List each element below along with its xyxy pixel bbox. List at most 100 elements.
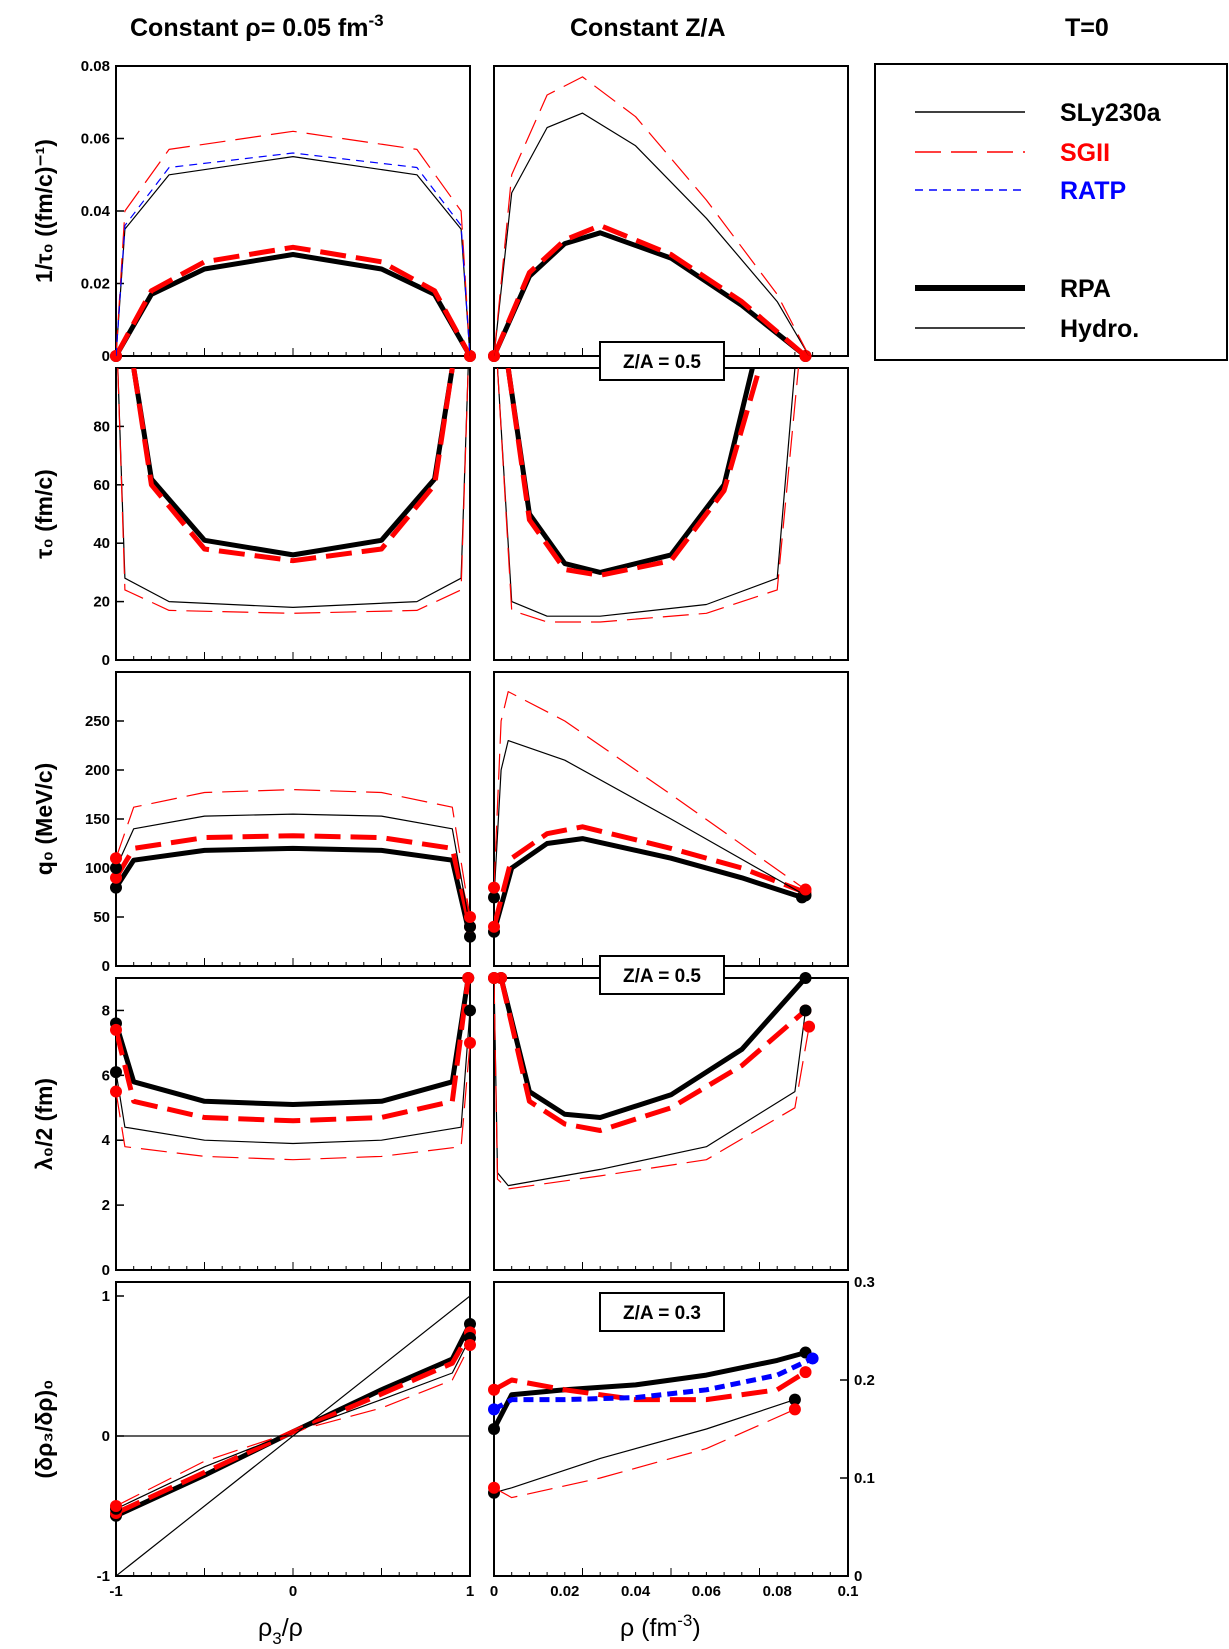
series-line-sly230a-hydro <box>116 1337 470 1510</box>
legend: SLy230a SGII RATP RPA Hydro. <box>874 63 1228 361</box>
series-line-sgii-hydro <box>116 1344 470 1507</box>
series-line-sgii-hydro <box>116 130 470 356</box>
panel-frame <box>493 65 849 357</box>
endpoint-marker <box>464 1318 476 1330</box>
x-tick-label: 0.1 <box>838 1583 859 1600</box>
panel-frame <box>115 977 471 1271</box>
endpoint-marker <box>488 1403 500 1416</box>
y-tick-label: 100 <box>85 860 110 877</box>
series-line-sly230a-hydro <box>116 1010 470 1145</box>
series-line-sly230a-hydro <box>117 368 469 608</box>
endpoint-marker <box>110 881 122 894</box>
y-tick-label: 250 <box>85 713 110 730</box>
annotation-box <box>599 955 725 995</box>
x-tick-label: 0 <box>289 1583 297 1600</box>
legend-label: SGII <box>1060 139 1110 167</box>
series-line-sgii-rpa <box>505 368 762 578</box>
series-line-sly230a-rpa <box>494 230 808 356</box>
annotation-row1: Z/A = 0.5 <box>599 341 725 381</box>
endpoint-marker <box>488 972 500 984</box>
endpoint-marker <box>110 1500 122 1512</box>
series-line-ratp-rpa <box>494 1356 814 1412</box>
panel-frame <box>115 671 471 967</box>
endpoint-marker <box>488 891 500 904</box>
legend-entry-hydro: Hydro. <box>915 315 1139 343</box>
y-tick-label: 80 <box>93 418 110 435</box>
endpoint-marker <box>110 862 122 874</box>
y-tick-label: 4 <box>102 1132 111 1149</box>
title-middle: Constant Z/A <box>570 14 726 42</box>
panel-frame <box>493 977 849 1271</box>
y-axis-label: λ₀/2 (fm) <box>31 1078 57 1170</box>
endpoint-marker <box>464 1004 476 1017</box>
y-tick-label: 20 <box>93 594 110 611</box>
endpoint-marker <box>464 1036 476 1049</box>
series-line-sgii-hydro <box>494 691 806 891</box>
panel-row2-right <box>488 671 849 967</box>
title-right: T=0 <box>1065 14 1109 42</box>
annotation-text: Z/A = 0.3 <box>623 1303 701 1324</box>
legend-label: SLy230a <box>1060 99 1162 127</box>
series-line-sgii-hydro <box>494 76 810 356</box>
series-line-sgii-rpa <box>116 978 470 1124</box>
x-axis-label-left: ρ3/ρ <box>258 1614 303 1648</box>
endpoint-marker <box>788 1403 801 1416</box>
series-line-sgii-rpa <box>116 244 470 356</box>
endpoint-marker <box>806 1352 819 1365</box>
y-axis-label: (δρ₃/δρ)₀ <box>31 1379 57 1478</box>
y-tick-label: 0 <box>102 958 110 975</box>
series-line-sgii-hydro <box>117 368 469 614</box>
series-line-sly230a-rpa <box>498 978 808 1120</box>
endpoint-marker <box>799 350 812 362</box>
endpoint-marker <box>799 883 812 896</box>
annotation-text: Z/A = 0.5 <box>623 966 701 987</box>
series-line-sgii-hydro <box>496 368 799 623</box>
y-axis-label: q₀ (MeV/c) <box>31 763 57 876</box>
series-line-sly230a-rpa <box>116 845 470 938</box>
y-tick-label-right: 0.1 <box>854 1470 875 1487</box>
panels: 00.020.040.060.081/τ₀ ((fm/c)⁻¹)02040608… <box>31 58 875 1600</box>
endpoint-marker <box>110 1023 122 1036</box>
y-tick-label: 0.08 <box>81 58 110 75</box>
x-tick-label: 0.06 <box>692 1583 721 1600</box>
series-line-sgii-rpa <box>498 978 808 1133</box>
y-tick-label: 60 <box>93 477 110 494</box>
panel-row4-left: -1 0 1 (δρ₃/δρ)₀ -1 0 1 <box>31 1281 476 1600</box>
title-left: Constant ρ= 0.05 fm-3 <box>130 11 384 42</box>
endpoint-marker <box>799 1004 812 1017</box>
legend-label: RATP <box>1060 177 1126 205</box>
endpoint-marker <box>788 1393 801 1406</box>
y-tick-label: 0 <box>102 348 110 365</box>
y-tick-label: 0 <box>102 1262 110 1279</box>
series-line-sly230a-rpa <box>116 978 470 1107</box>
series-line-sgii-hydro <box>116 1042 470 1161</box>
x-tick-label: 0.04 <box>621 1583 651 1600</box>
endpoint-marker <box>462 972 475 984</box>
endpoint-marker <box>799 972 812 984</box>
y-axis-label: τ₀ (fm/c) <box>31 469 57 559</box>
annotation-row3: Z/A = 0.5 <box>599 955 725 995</box>
panel-frame <box>115 65 471 357</box>
series-line-sgii-rpa <box>494 223 808 356</box>
panel-row4-right: 00.10.20.30 0.02 0.04 0.06 0.08 0.1 <box>488 1274 875 1600</box>
endpoint-marker <box>488 1481 500 1494</box>
panel-row2-left: 0 50 100 150 200 250 q₀ (MeV/c) <box>31 671 476 975</box>
series-line-ratp-hydro <box>116 152 470 356</box>
series-line-sly230a-hydro <box>494 112 810 356</box>
y-axis-label: 1/τ₀ ((fm/c)⁻¹) <box>31 139 57 283</box>
endpoint-marker <box>488 881 500 894</box>
panel-row1-right <box>493 367 849 661</box>
y-tick-label-right: 0.2 <box>854 1372 875 1389</box>
y-tick-label: 200 <box>85 762 110 779</box>
y-tick-label: 0 <box>102 1428 110 1445</box>
y-tick-label-right: 0 <box>854 1568 862 1585</box>
endpoint-marker <box>803 1020 816 1033</box>
series-line-sly230a-hydro <box>494 978 807 1187</box>
series-line-sgii-rpa <box>494 1370 807 1403</box>
y-tick-label: 0.06 <box>81 131 110 148</box>
legend-label: Hydro. <box>1060 315 1139 343</box>
series-line-sgii-rpa <box>494 824 807 928</box>
series-line-sgii-rpa <box>131 368 455 564</box>
y-tick-label-right: 0.3 <box>854 1274 875 1291</box>
series-line-sly230a-rpa <box>494 1350 807 1431</box>
